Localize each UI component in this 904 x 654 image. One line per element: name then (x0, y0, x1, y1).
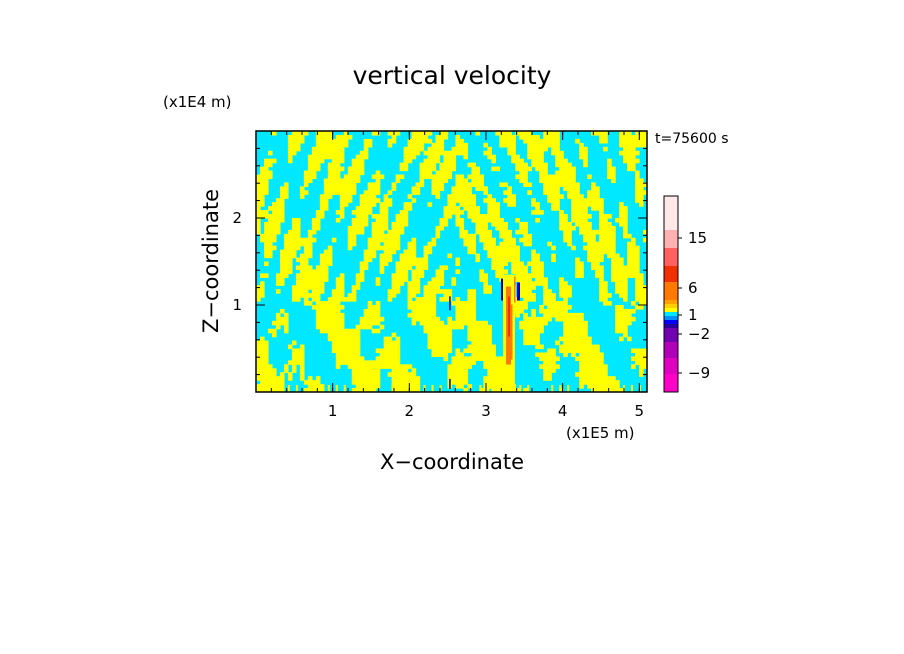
time-label: t=75600 s (655, 131, 729, 147)
x-axis-label: X−coordinate (380, 450, 524, 474)
convective-core (449, 274, 520, 392)
colorbar-band (664, 248, 678, 266)
colorbar-label: −9 (688, 364, 710, 382)
colorbar-band (664, 358, 678, 374)
colorbar-band (664, 308, 678, 312)
x-tick-label: 4 (558, 402, 568, 420)
colorbar-frame (663, 195, 679, 393)
velocity-field (256, 131, 647, 392)
colorbar-band (664, 312, 678, 316)
y-scale-label: (x1E4 m) (163, 93, 232, 111)
y-axis-label: Z−coordinate (199, 189, 223, 333)
colorbar-label: 6 (688, 279, 698, 297)
x-scale-label: (x1E5 m) (566, 424, 635, 442)
x-tick-label: 5 (635, 402, 645, 420)
y-tick-label: 1 (232, 296, 242, 314)
plot-frame (255, 130, 648, 393)
colorbar-band (664, 304, 678, 308)
colorbar-label: 15 (688, 229, 707, 247)
colorbar-label: 1 (688, 306, 698, 324)
colorbar-band (664, 324, 678, 328)
x-tick-label: 1 (328, 402, 338, 420)
colorbar-band (664, 316, 678, 320)
colorbar-band (664, 342, 678, 358)
colorbar-band (664, 374, 678, 392)
colorbar-band (664, 230, 678, 248)
colorbar-band (664, 196, 678, 230)
colorbar-band (664, 266, 678, 282)
colorbar-label: −2 (688, 325, 710, 343)
x-tick-label: 3 (481, 402, 491, 420)
chart-title: vertical velocity (353, 61, 552, 90)
colorbar: 15 6 1−2 −9 (663, 195, 710, 393)
colorbar-band (664, 282, 678, 300)
colorbar-band (664, 328, 678, 342)
x-tick-label: 2 (405, 402, 415, 420)
field-cells (256, 131, 647, 392)
colorbar-band (664, 320, 678, 324)
axes: 1 2 3 4 5 1 2 (232, 131, 647, 420)
colorbar-band (664, 300, 678, 304)
y-tick-label: 2 (232, 209, 242, 227)
